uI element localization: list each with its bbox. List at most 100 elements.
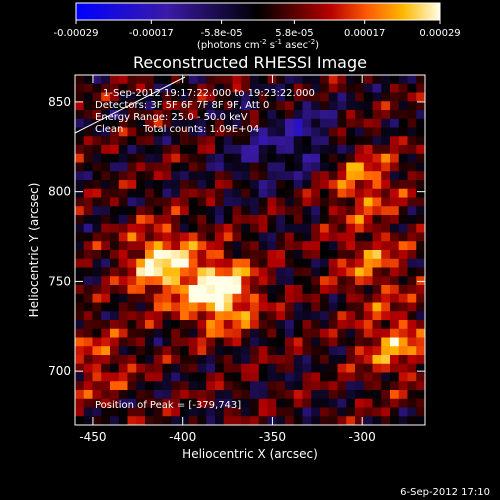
heatmap-pixel [267,250,277,260]
heatmap-pixel [372,145,382,155]
heatmap-pixel [188,346,199,356]
heatmap-pixel [267,337,277,347]
heatmap-pixel [276,110,286,120]
heatmap-pixel [241,232,251,242]
heatmap-pixel [381,232,391,242]
heatmap-pixel [276,372,286,382]
heatmap-pixel [363,328,374,339]
heatmap-pixel [83,145,94,155]
heatmap-pixel [407,75,417,85]
heatmap-pixel [101,355,111,365]
heatmap-pixel [153,390,164,400]
heatmap-pixel [267,83,277,94]
heatmap-pixel [363,250,374,260]
heatmap-pixel [83,355,94,365]
heatmap-pixel [398,92,409,102]
heatmap-pixel [215,110,225,120]
heatmap-pixel [223,206,234,216]
heatmap-pixel [241,92,251,102]
heatmap-pixel [311,267,321,277]
heatmap-pixel [407,92,417,102]
heatmap-pixel [118,381,129,391]
heatmap-pixel [127,416,137,425]
heatmap-pixel [372,276,382,286]
heatmap-pixel [258,75,269,85]
heatmap-pixel [232,171,242,181]
heatmap-pixel [311,407,321,417]
heatmap-pixel [127,162,137,172]
heatmap-pixel [145,320,155,330]
heatmap-pixel [267,188,277,199]
heatmap-pixel [407,328,417,339]
heatmap-pixel [337,180,347,190]
heatmap-pixel [390,372,400,382]
heatmap-pixel [398,145,409,155]
heatmap-pixel [293,145,304,155]
heatmap-pixel [258,188,269,199]
heatmap-pixel [302,197,312,207]
heatmap-pixel [206,145,216,155]
heatmap-pixel [285,337,295,347]
heatmap-pixel [407,337,417,347]
heatmap-pixel [285,302,295,312]
heatmap-pixel [127,171,137,181]
heatmap-pixel [302,328,312,339]
heatmap-pixel [276,232,286,242]
heatmap-pixel [92,372,102,382]
heatmap-pixel [276,162,286,172]
heatmap-pixel [83,118,94,129]
heatmap-pixel [110,381,120,391]
heatmap-pixel [250,83,260,94]
heatmap-pixel [197,407,207,417]
heatmap-pixel [180,136,190,146]
heatmap-pixel [136,92,146,102]
heatmap-pixel [285,390,295,400]
heatmap-pixel [110,363,120,374]
heatmap-pixel [188,398,199,409]
heatmap-pixel [320,127,330,137]
heatmap-pixel [197,171,207,181]
heatmap-pixel [171,302,181,312]
heatmap-pixel [136,328,146,339]
heatmap-pixel [285,75,295,85]
heatmap-pixel [127,206,137,216]
heatmap-pixel [101,285,111,295]
heatmap-pixel [346,302,356,312]
heatmap-pixel [145,267,155,277]
heatmap-pixel [398,346,409,356]
heatmap-pixel [267,293,277,304]
heatmap-pixel [206,110,216,120]
heatmap-pixel [250,276,260,286]
heatmap-pixel [320,346,330,356]
heatmap-pixel [232,285,242,295]
heatmap-pixel [110,127,120,137]
heatmap-pixel [180,241,190,251]
heatmap-pixel [83,232,94,242]
heatmap-pixel [153,407,164,417]
heatmap-pixel [171,136,181,146]
heatmap-pixel [118,407,129,417]
colorbar-tick-label: -5.8e-05 [201,28,243,39]
heatmap-pixel [355,372,365,382]
heatmap-pixel [355,346,365,356]
heatmap-pixel [320,223,330,234]
heatmap-pixel [276,188,286,199]
heatmap-pixel [346,267,356,277]
heatmap-pixel [206,416,216,425]
heatmap-pixel [197,145,207,155]
heatmap-pixel [250,381,260,391]
heatmap-pixel [188,92,199,102]
heatmap-pixel [127,363,137,374]
heatmap-pixel [320,145,330,155]
heatmap-pixel [110,223,120,234]
heatmap-pixel [293,127,304,137]
heatmap-pixel [390,276,400,286]
heatmap-pixel [197,285,207,295]
heatmap-pixel [346,328,356,339]
heatmap-pixel [381,83,391,94]
heatmap-pixel [136,197,146,207]
heatmap-pixel [197,302,207,312]
heatmap-pixel [346,171,356,181]
heatmap-pixel [320,320,330,330]
heatmap-pixel [75,92,85,102]
